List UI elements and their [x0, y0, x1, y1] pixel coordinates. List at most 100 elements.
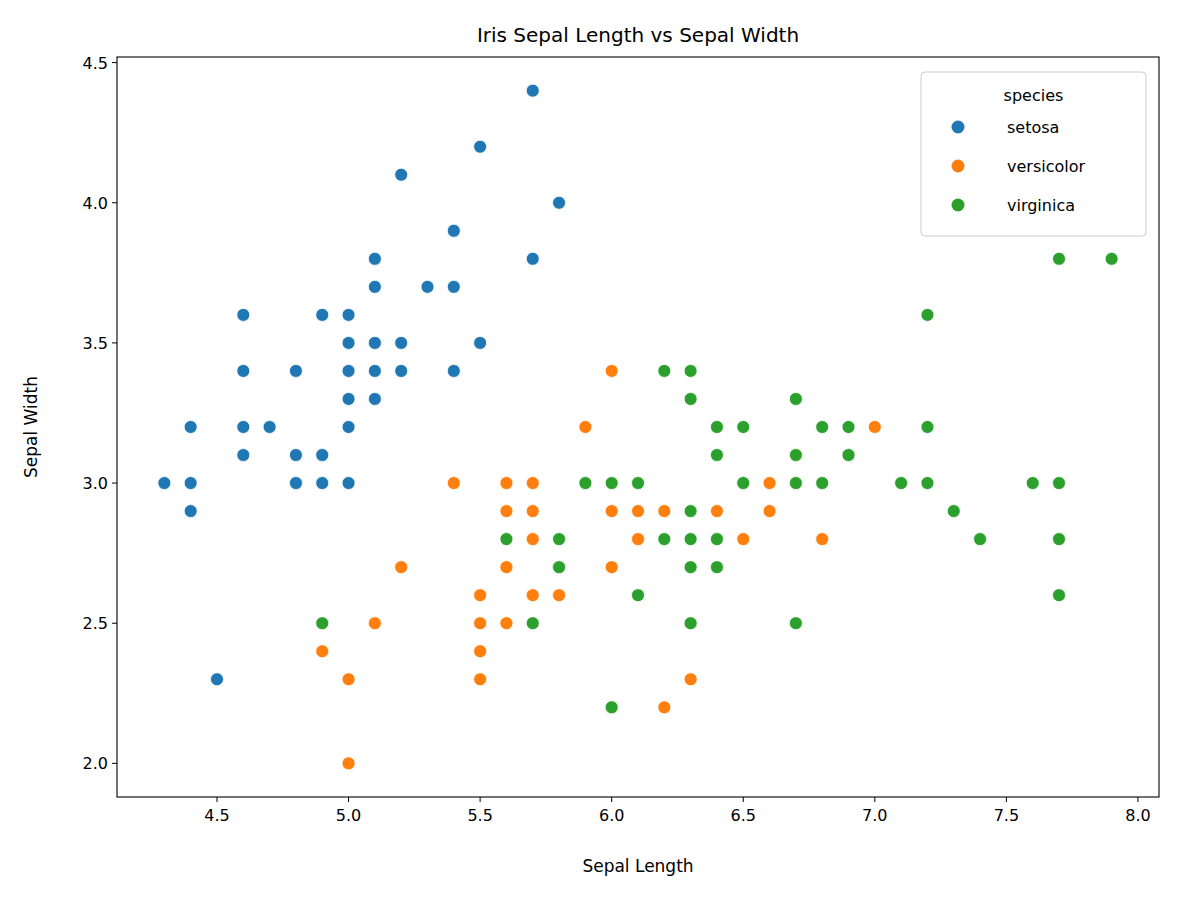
point [237, 421, 250, 434]
point [474, 645, 487, 658]
point [474, 140, 487, 153]
x-tick [874, 797, 875, 802]
point [789, 449, 802, 462]
legend-label: virginica [1007, 196, 1075, 215]
point [368, 252, 381, 265]
y-tick [112, 342, 117, 343]
point [289, 477, 302, 490]
point [763, 505, 776, 518]
x-axis-label: Sepal Length [582, 856, 693, 876]
point [237, 308, 250, 321]
legend-marker [952, 160, 965, 173]
point [526, 84, 539, 97]
point [474, 336, 487, 349]
point [263, 421, 276, 434]
point [184, 421, 197, 434]
point [342, 757, 355, 770]
point [658, 364, 671, 377]
x-tick-label: 6.5 [731, 806, 756, 825]
point [1105, 252, 1118, 265]
point [368, 280, 381, 293]
axes-ticks: 4.55.05.56.06.57.07.58.02.02.53.03.54.04… [83, 54, 1151, 825]
point [184, 505, 197, 518]
point [526, 505, 539, 518]
point [737, 477, 750, 490]
point [710, 533, 723, 546]
legend-label: versicolor [1007, 157, 1085, 176]
point [737, 533, 750, 546]
point [816, 533, 829, 546]
point [842, 449, 855, 462]
x-tick [480, 797, 481, 802]
point [368, 252, 381, 265]
point [237, 449, 250, 462]
series [316, 252, 1118, 713]
point [789, 449, 802, 462]
background [0, 0, 1177, 898]
x-tick [348, 797, 349, 802]
point [684, 392, 697, 405]
x-tick-label: 7.5 [994, 806, 1019, 825]
point [737, 421, 750, 434]
point [868, 421, 881, 434]
point [605, 561, 618, 574]
x-tick-label: 5.0 [336, 806, 361, 825]
point [658, 701, 671, 714]
point [316, 449, 329, 462]
legend-box [921, 72, 1146, 236]
legend: speciessetosaversicolorvirginica [921, 72, 1146, 236]
point [842, 449, 855, 462]
point [289, 364, 302, 377]
point [316, 308, 329, 321]
point [395, 168, 408, 181]
point [526, 589, 539, 602]
point [632, 533, 645, 546]
point [474, 589, 487, 602]
point [842, 449, 855, 462]
point [395, 336, 408, 349]
point [263, 421, 276, 434]
point [763, 477, 776, 490]
point [184, 477, 197, 490]
series [158, 84, 566, 686]
point [605, 364, 618, 377]
point [447, 364, 460, 377]
y-tick-label: 3.0 [83, 474, 108, 493]
series [316, 364, 882, 769]
point [684, 561, 697, 574]
point [710, 505, 723, 518]
point [447, 280, 460, 293]
point [500, 561, 513, 574]
point [1053, 589, 1066, 602]
point [895, 477, 908, 490]
point [500, 477, 513, 490]
point [526, 477, 539, 490]
point [447, 224, 460, 237]
point [289, 364, 302, 377]
point [710, 561, 723, 574]
point [632, 477, 645, 490]
point [553, 561, 566, 574]
point [500, 505, 513, 518]
point [526, 533, 539, 546]
point [342, 364, 355, 377]
x-tick [216, 797, 217, 802]
title: Iris Sepal Length vs Sepal Width [477, 23, 799, 47]
point [737, 477, 750, 490]
point [316, 477, 329, 490]
point [710, 421, 723, 434]
point [737, 477, 750, 490]
y-tick-label: 4.5 [83, 54, 108, 73]
point [553, 589, 566, 602]
point [526, 533, 539, 546]
point [789, 392, 802, 405]
point [342, 336, 355, 349]
y-tick [112, 763, 117, 764]
point [605, 701, 618, 714]
point [289, 449, 302, 462]
x-tick [1137, 797, 1138, 802]
y-tick-label: 4.0 [83, 194, 108, 213]
point [447, 477, 460, 490]
point [474, 617, 487, 630]
point [632, 505, 645, 518]
